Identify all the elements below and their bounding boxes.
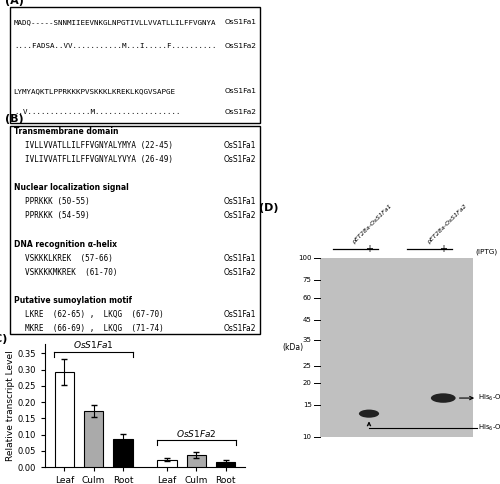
- Text: 25: 25: [303, 363, 312, 369]
- Text: 10: 10: [302, 434, 312, 440]
- Text: (A): (A): [5, 0, 24, 6]
- Text: 15: 15: [303, 403, 312, 408]
- Text: OsS1Fa2: OsS1Fa2: [224, 324, 256, 333]
- Text: (D): (D): [259, 202, 278, 212]
- Text: OsS1Fa1: OsS1Fa1: [224, 19, 256, 25]
- Bar: [84, 411, 103, 467]
- Text: OsS1Fa2: OsS1Fa2: [224, 268, 256, 277]
- Text: MADQ-----SNNMIIEEVNKGLNPGTIVLLVVATLLILFFVGNYA: MADQ-----SNNMIIEEVNKGLNPGTIVLLVVATLLILFF…: [14, 19, 216, 25]
- Text: 60: 60: [302, 295, 312, 301]
- Text: VSKKKLKREK  (57-66): VSKKKLKREK (57-66): [25, 254, 113, 263]
- Text: Putative sumoylation motif: Putative sumoylation motif: [14, 296, 132, 305]
- Text: -: -: [414, 244, 418, 254]
- Text: OsS1Fa1: OsS1Fa1: [224, 141, 256, 150]
- Text: OsS1Fa2: OsS1Fa2: [224, 212, 256, 220]
- Text: IVLLVVATLLILFFVGNYALYMYA (22-45): IVLLVVATLLILFFVGNYALYMYA (22-45): [25, 141, 173, 150]
- Text: PPRKKK (54-59): PPRKKK (54-59): [25, 212, 90, 220]
- Text: ....FADSA..VV...........M...I.....F..........: ....FADSA..VV...........M...I.....F.....…: [14, 43, 216, 48]
- Text: +: +: [440, 244, 448, 254]
- Bar: [55, 372, 74, 467]
- Ellipse shape: [431, 393, 456, 403]
- Text: OsS1Fa2: OsS1Fa2: [224, 155, 256, 164]
- Bar: [320, 258, 472, 437]
- Text: LYMYAQKTLPPRKKKPVSKKKLKREKLKQGVSAPGE: LYMYAQKTLPPRKKKPVSKKKLKREKLKQGVSAPGE: [14, 88, 176, 94]
- Text: IVLIVVATFLILFFVGNYALYVYA (26-49): IVLIVVATFLILFFVGNYALYVYA (26-49): [25, 155, 173, 164]
- Text: (C): (C): [0, 334, 8, 344]
- Text: OsS1Fa2: OsS1Fa2: [224, 109, 256, 115]
- Text: 35: 35: [303, 337, 312, 343]
- Text: OsS1Fa1: OsS1Fa1: [224, 197, 256, 206]
- Text: OsS1Fa1: OsS1Fa1: [224, 88, 256, 94]
- Text: VSKKKKMKREK  (61-70): VSKKKKMKREK (61-70): [25, 268, 118, 277]
- Ellipse shape: [359, 409, 379, 418]
- Text: $\it{OsS1Fa2}$: $\it{OsS1Fa2}$: [176, 428, 216, 439]
- Bar: [114, 439, 132, 467]
- Text: MKRE  (66-69) ,  LKQG  (71-74): MKRE (66-69) , LKQG (71-74): [25, 324, 164, 333]
- Text: 100: 100: [298, 255, 312, 261]
- Text: Nuclear localization signal: Nuclear localization signal: [14, 183, 128, 192]
- Text: OsS1Fa1: OsS1Fa1: [224, 310, 256, 319]
- Text: (IPTG): (IPTG): [476, 248, 498, 255]
- Text: $\it{OsS1Fa1}$: $\it{OsS1Fa1}$: [74, 339, 114, 350]
- Bar: [158, 460, 176, 467]
- Text: +: +: [365, 244, 373, 254]
- Text: 20: 20: [303, 380, 312, 386]
- Text: (kDa): (kDa): [282, 343, 303, 352]
- Text: 75: 75: [303, 277, 312, 284]
- Bar: [216, 462, 235, 467]
- Text: pET28a-OsS1Fa2: pET28a-OsS1Fa2: [426, 203, 468, 244]
- Text: Transmembrane domain: Transmembrane domain: [14, 126, 118, 136]
- Text: 45: 45: [303, 317, 312, 323]
- Text: OsS1Fa1: OsS1Fa1: [224, 254, 256, 263]
- Text: PPRKKK (50-55): PPRKKK (50-55): [25, 197, 90, 206]
- Text: OsS1Fa2: OsS1Fa2: [224, 43, 256, 48]
- Text: DNA recognition α-helix: DNA recognition α-helix: [14, 240, 117, 248]
- Text: His$_6$-OsS1Fa2: His$_6$-OsS1Fa2: [478, 393, 500, 403]
- Y-axis label: Relative transcript Level: Relative transcript Level: [6, 350, 15, 461]
- Bar: [187, 455, 206, 467]
- Text: (B): (B): [5, 114, 24, 124]
- Text: pET28a-OsS1Fa1: pET28a-OsS1Fa1: [352, 203, 394, 244]
- Text: ..V..............M...................: ..V..............M...................: [14, 109, 180, 115]
- Text: -: -: [340, 244, 344, 254]
- Text: His$_6$-OsS1Fa1: His$_6$-OsS1Fa1: [478, 423, 500, 433]
- Text: LKRE  (62-65) ,  LKQG  (67-70): LKRE (62-65) , LKQG (67-70): [25, 310, 164, 319]
